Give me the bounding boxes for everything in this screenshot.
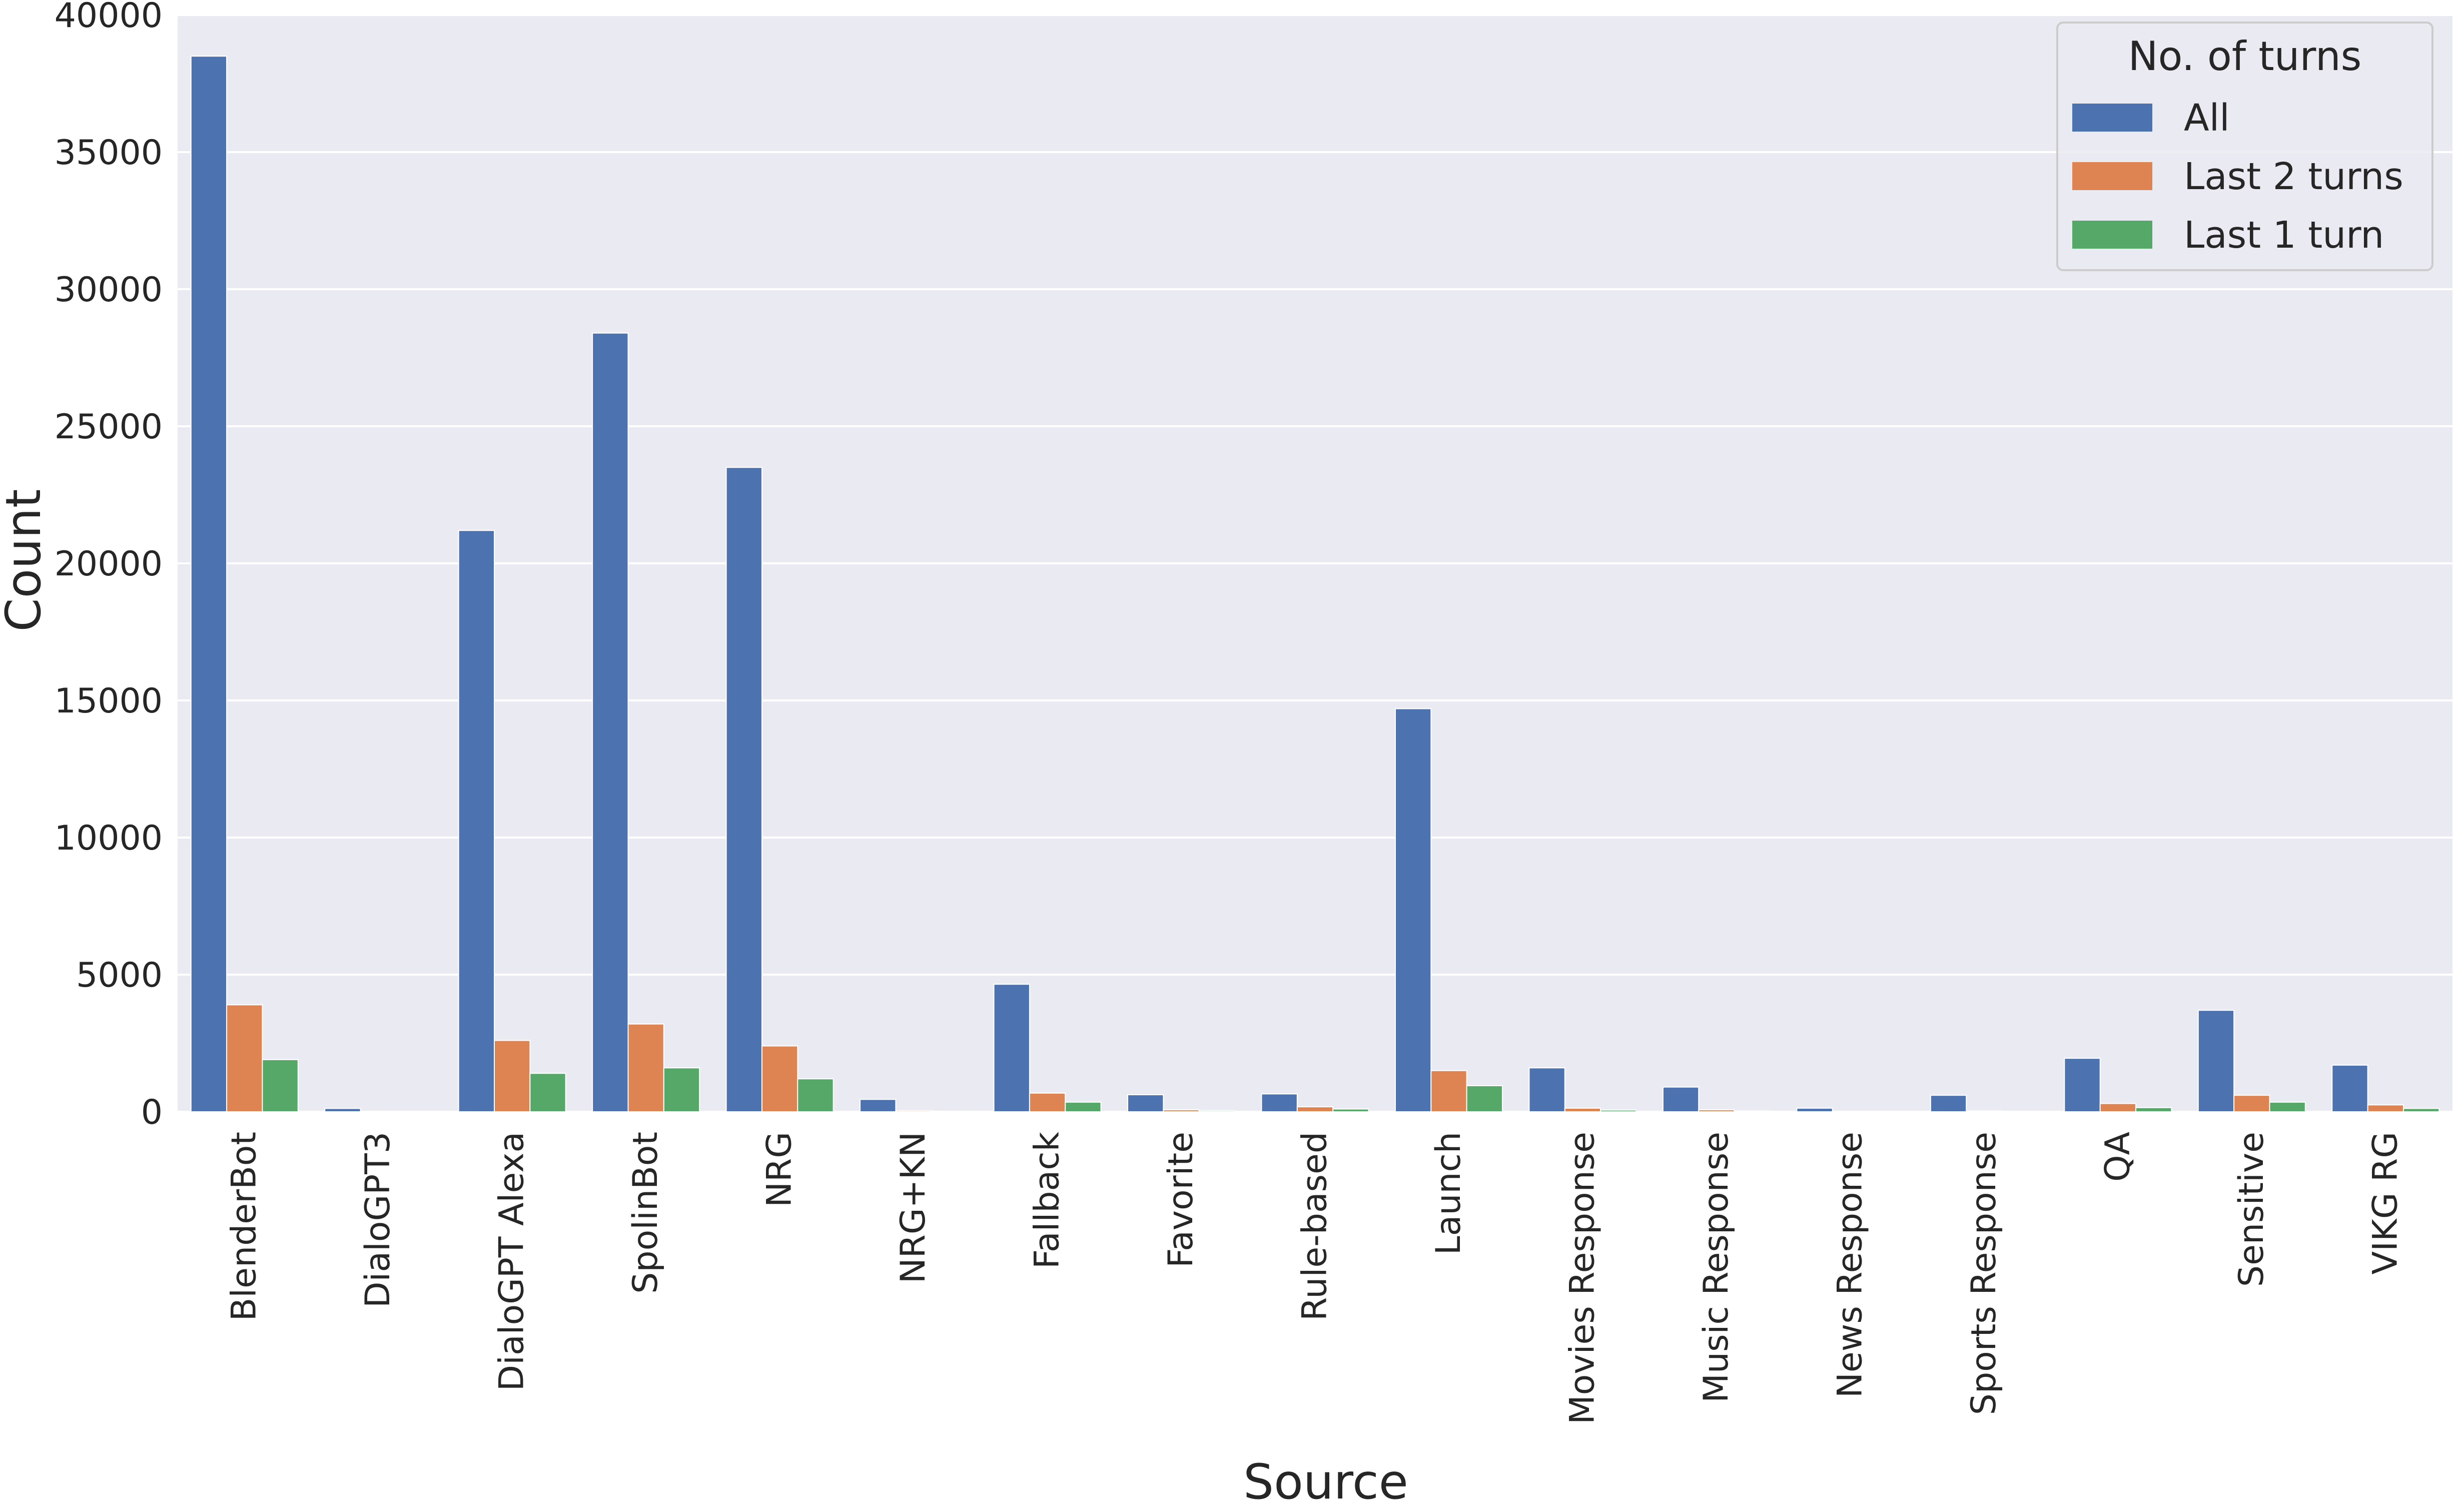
bar-last-2-turns — [2233, 1095, 2270, 1113]
y-tick-labels: 0 5000 10000 15000 20000 25000 30000 35000 40000 — [55, 0, 163, 1132]
x-tick-label: Fallback — [1028, 1131, 1067, 1269]
y-tick-label: 30000 — [55, 270, 163, 310]
y-tick-label: 35000 — [55, 133, 163, 173]
bar-all — [1796, 1107, 1833, 1112]
bar-last-1-turn — [1600, 1109, 1637, 1112]
x-tick-label: DialoGPT3 — [358, 1132, 398, 1308]
bar-last-2-turns — [1029, 1092, 1066, 1113]
bar-all — [2197, 1010, 2235, 1112]
bar-last-1-turn — [1198, 1110, 1236, 1113]
bar-all — [1127, 1094, 1164, 1112]
x-tick-labels: BlenderBot DialoGPT3 DialoGPT Alexa SpolinB… — [225, 1131, 2405, 1424]
bar-last-2-turns — [1163, 1109, 1200, 1113]
bar-last-2-turns — [761, 1045, 798, 1112]
x-tick-label: VIKG RG — [2365, 1132, 2405, 1274]
x-tick-label: QA — [2098, 1132, 2137, 1182]
legend-swatch — [2072, 221, 2152, 249]
bar-last-1-turn — [663, 1067, 700, 1113]
bar-last-2-turns — [494, 1040, 531, 1113]
bar-last-2-turns — [1832, 1110, 1869, 1113]
bar-last-1-turn — [1332, 1108, 1369, 1113]
bar-all — [993, 984, 1030, 1113]
legend-swatch — [2072, 104, 2152, 132]
bar-all — [324, 1108, 361, 1113]
x-tick-label: Sensitive — [2232, 1132, 2271, 1287]
bar-last-1-turn — [2135, 1107, 2172, 1113]
bar-last-2-turns — [1296, 1106, 1334, 1112]
bar-last-1-turn — [797, 1078, 834, 1112]
bar-last-1-turn — [2001, 1111, 2038, 1112]
bar-all — [860, 1099, 897, 1113]
bar-all — [592, 332, 629, 1112]
x-tick-label: NRG — [760, 1132, 799, 1207]
bar-last-2-turns — [627, 1023, 664, 1113]
bar-all — [725, 467, 762, 1113]
y-tick-label: 10000 — [55, 819, 163, 858]
y-axis-title: Count — [0, 489, 52, 631]
x-axis-title: Source — [1243, 1454, 1408, 1510]
bars — [190, 56, 2440, 1113]
bar-last-2-turns — [2367, 1104, 2404, 1113]
legend-label: Last 1 turn — [2184, 214, 2384, 257]
bar-last-1-turn — [2402, 1108, 2440, 1113]
legend-swatch — [2072, 162, 2152, 190]
x-tick-label: Rule-based — [1295, 1132, 1335, 1321]
bar-last-1-turn — [1868, 1111, 1905, 1112]
x-tick-label: Music Response — [1697, 1132, 1736, 1403]
legend-label: All — [2184, 97, 2230, 140]
bar-last-1-turn — [262, 1059, 299, 1112]
x-tick-label: Favorite — [1161, 1132, 1201, 1268]
bar-all — [190, 56, 228, 1113]
x-tick-label: Movies Response — [1562, 1132, 1602, 1424]
bar-all — [2064, 1058, 2101, 1112]
x-tick-label: SpolinBot — [626, 1132, 665, 1294]
bar-all — [1662, 1086, 1700, 1112]
bar-last-1-turn — [1466, 1085, 1503, 1112]
bar-last-1-turn — [529, 1073, 566, 1113]
bar-last-1-turn — [1065, 1101, 1102, 1113]
bar-last-2-turns — [1564, 1107, 1601, 1112]
bar-all — [1261, 1093, 1298, 1112]
bar-all — [2331, 1064, 2368, 1113]
bar-last-2-turns — [2099, 1103, 2136, 1113]
bar-last-2-turns — [226, 1004, 263, 1113]
x-tick-label: News Response — [1830, 1132, 1870, 1398]
bar-last-1-turn — [1734, 1110, 1771, 1112]
x-tick-label: Sports Response — [1964, 1132, 2004, 1415]
legend-title: No. of turns — [2128, 33, 2362, 80]
legend: No. of turns All Last 2 turns Last 1 turn — [2056, 22, 2433, 271]
x-tick-label: NRG+KN — [894, 1132, 933, 1283]
y-tick-label: 40000 — [55, 0, 163, 36]
bar-last-2-turns — [1966, 1110, 2003, 1112]
bar-all — [458, 530, 495, 1112]
bar-last-1-turn — [931, 1110, 968, 1113]
x-tick-label: DialoGPT Alexa — [492, 1132, 532, 1391]
y-tick-label: 0 — [141, 1093, 163, 1132]
bar-last-2-turns — [1698, 1109, 1735, 1113]
x-tick-label: BlenderBot — [225, 1132, 264, 1321]
bar-last-2-turns — [895, 1110, 932, 1113]
y-tick-label: 5000 — [76, 956, 163, 995]
bar-all — [1394, 708, 1432, 1112]
y-tick-label: 20000 — [55, 544, 163, 584]
legend-label: Last 2 turns — [2184, 155, 2403, 198]
bar-last-1-turn — [2269, 1101, 2306, 1113]
y-tick-label: 15000 — [55, 681, 163, 721]
y-tick-label: 25000 — [55, 407, 163, 447]
x-tick-label: Launch — [1429, 1132, 1468, 1255]
bar-all — [1528, 1067, 1565, 1113]
bar-all — [1930, 1095, 1967, 1113]
bar-last-2-turns — [1430, 1070, 1467, 1113]
legend-box — [2056, 22, 2433, 271]
